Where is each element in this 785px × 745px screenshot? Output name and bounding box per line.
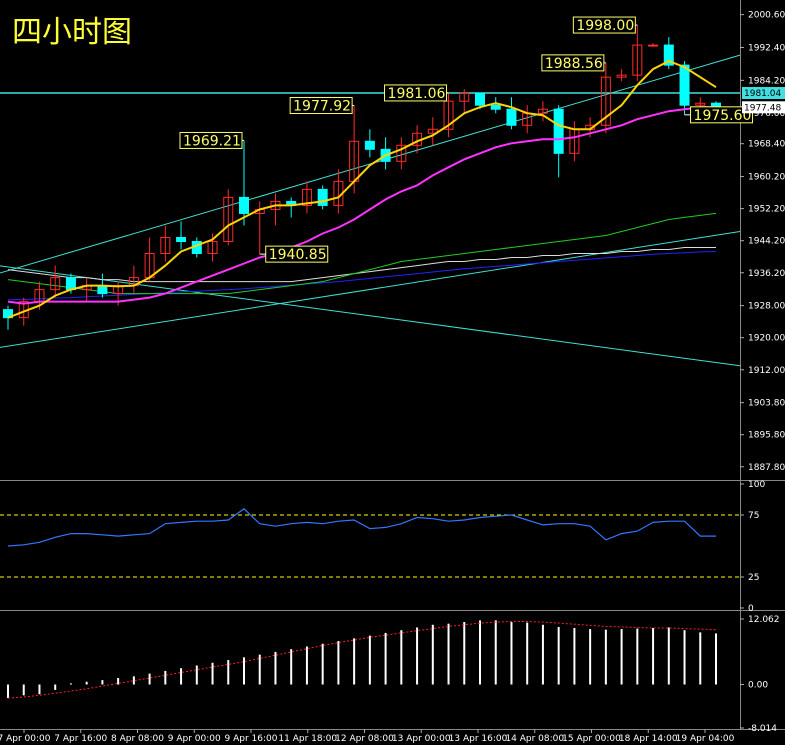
candle-body-up [459, 92, 470, 102]
y-tick-label: 25 [748, 573, 759, 583]
ma-fast-line [7, 60, 717, 319]
price-label-box [289, 97, 353, 115]
signal-line [7, 621, 717, 699]
ma-slow-green-line [7, 212, 717, 295]
x-tick-label: 13 Apr 00:00 [392, 734, 451, 744]
price-label-text: 1975.60 [694, 108, 752, 124]
price-label-box [384, 84, 448, 102]
x-tick-label: 15 Apr 00:00 [562, 734, 621, 744]
y-tick-label: 1976.00 [748, 109, 785, 119]
candle-body-up [632, 44, 643, 76]
candle-body-down [317, 188, 328, 206]
channel-line [0, 265, 741, 367]
x-tick-label: 7 Apr 00:00 [0, 734, 51, 744]
current-price-tag-bg [742, 87, 785, 100]
candle-body-up [616, 74, 627, 78]
candle-body-down [506, 108, 517, 126]
x-tick-label: 9 Apr 00:00 [168, 734, 221, 744]
chart-title: 四小时图 [12, 15, 132, 50]
candle-body-up [648, 44, 659, 47]
candle-body-up [396, 144, 407, 162]
price-label-text: 1940.85 [269, 247, 327, 263]
y-tick-label: 1992.40 [748, 43, 785, 53]
candle-body-down [475, 92, 485, 106]
candle-body-up [207, 241, 218, 255]
candle-body-up [301, 188, 312, 206]
y-tick-label: 1944.20 [748, 237, 785, 247]
price-label-text: 1998.00 [576, 18, 634, 34]
candle-body-up [443, 100, 454, 130]
candle-body-up [695, 102, 706, 106]
y-tick-label: 1895.80 [748, 431, 785, 441]
y-tick-label: 1952.20 [748, 205, 785, 215]
y-tick-label: 1912.00 [748, 366, 785, 376]
x-tick-label: 14 Apr 08:00 [505, 734, 564, 744]
x-tick-label: 9 Apr 16:00 [225, 734, 278, 744]
last-price-tag-bg [742, 101, 785, 114]
x-tick-label: 13 Apr 16:00 [449, 734, 508, 744]
y-tick-label: 1984.20 [748, 76, 785, 86]
price-label-box [690, 106, 754, 124]
channel-line [0, 230, 741, 348]
y-tick-label: 1928.00 [748, 302, 785, 312]
y-tick-label: 100 [748, 480, 765, 490]
ma-slow-white-line [7, 247, 716, 283]
price-label-text: 1988.56 [545, 56, 603, 72]
ma-mid-line [7, 106, 716, 305]
candle-body-up [50, 277, 61, 291]
y-tick-label: 0 [748, 604, 754, 614]
rsi-line [7, 508, 716, 547]
y-tick-label: 12.062 [748, 615, 780, 625]
candle-body-down [663, 44, 674, 66]
price-label-text: 1977.92 [293, 99, 351, 115]
y-tick-label: 1968.40 [748, 140, 785, 150]
candle-body-up [600, 76, 611, 126]
current-price-tag: 1981.04 [744, 89, 781, 99]
price-label-box [572, 16, 636, 34]
x-tick-label: 18 Apr 14:00 [619, 734, 678, 744]
last-price-tag: 1977.48 [744, 103, 781, 113]
price-label-box [179, 131, 243, 149]
y-tick-label: 1903.80 [748, 399, 785, 409]
y-tick-label: 1887.80 [748, 463, 785, 473]
candle-body-down [97, 285, 108, 295]
y-tick-label: -8.014 [748, 724, 777, 734]
x-tick-label: 7 Apr 16:00 [54, 734, 107, 744]
candle-body-up [160, 236, 171, 255]
candle-body-up [223, 196, 234, 243]
y-tick-label: 75 [748, 511, 759, 521]
price-label-text: 1981.06 [388, 86, 446, 102]
candle-body-down [553, 108, 564, 154]
y-tick-label: 2000.60 [748, 11, 785, 21]
y-tick-label: 1936.20 [748, 269, 785, 279]
price-label-box [541, 54, 605, 72]
x-tick-label: 19 Apr 04:00 [676, 734, 735, 744]
y-tick-label: 1960.20 [748, 173, 785, 183]
x-tick-label: 11 Apr 18:00 [278, 734, 337, 744]
candle-body-down [679, 64, 690, 106]
price-label-box [265, 245, 329, 263]
y-tick-label: 1920.00 [748, 334, 785, 344]
candle-body-down [176, 236, 187, 243]
x-tick-label: 8 Apr 08:00 [111, 734, 164, 744]
y-tick-label: 0.00 [748, 680, 768, 690]
channel-line [0, 54, 741, 274]
candle-body-down [239, 196, 249, 214]
price-label-text: 1969.21 [183, 133, 241, 149]
candle-body-down [364, 140, 375, 150]
x-tick-label: 12 Apr 08:00 [335, 734, 394, 744]
candle-body-up [537, 108, 548, 114]
candle-body-down [490, 104, 501, 110]
ma-slow-blue-line [8, 251, 717, 301]
